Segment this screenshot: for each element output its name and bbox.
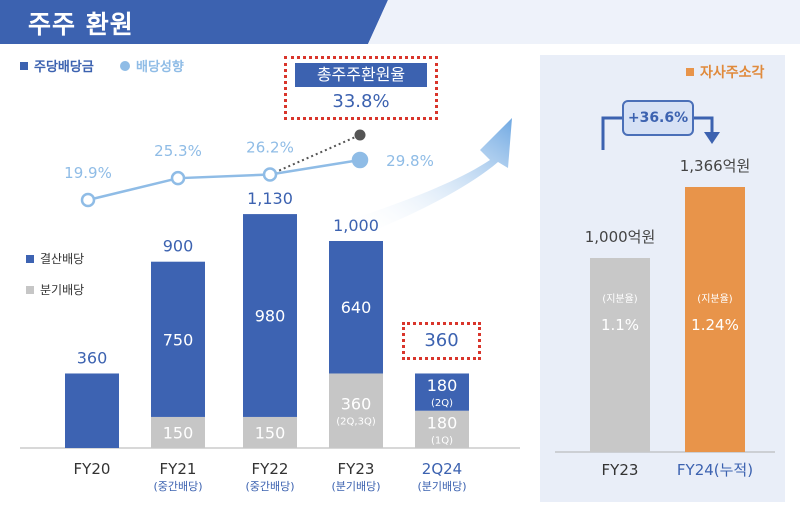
bar-label-final: 750	[163, 330, 194, 349]
bar-total-label: 1,000	[333, 216, 379, 235]
category-sublabel: (중간배당)	[245, 480, 294, 493]
bar-label-final: 180	[427, 376, 458, 395]
bar-label-final: 640	[341, 298, 372, 317]
buyback-bar-fy23	[590, 258, 650, 452]
bar-final-fy20	[65, 373, 119, 448]
buyback-bar-fy24	[685, 187, 745, 452]
callout-value: 33.8%	[332, 91, 390, 112]
legend-payout-label: 배당성향	[136, 60, 184, 75]
bar-final-fy23	[329, 241, 383, 374]
bar-quarterly-fy21	[151, 416, 205, 448]
category-label: FY23	[338, 460, 375, 478]
buyback-title-label: 자사주소각	[700, 65, 765, 81]
bar-final-fy21	[151, 261, 205, 417]
category-label: FY20	[74, 460, 111, 478]
highlight-total-2q24: 360	[402, 322, 481, 360]
legend-final: 결산배당	[26, 250, 84, 267]
bar-label-final: 980	[255, 307, 286, 326]
header-bar	[0, 0, 800, 44]
dividend-chart: 360 FY20 150 750 900 FY21 (중간배당) 150 980 1,130 FY2…	[20, 129, 520, 493]
buyback-ratio-label: 1.1%	[601, 316, 639, 334]
buyback-value-label: 1,366억원	[680, 157, 751, 175]
buyback-ratio-caption: (지분율)	[602, 293, 638, 305]
legend-square-icon	[26, 254, 34, 263]
bar-sublabel-final: (2Q)	[431, 398, 453, 409]
total-return-callout: 총주주환원율 33.8%	[284, 56, 438, 120]
bar-quarterly-fy23	[329, 373, 383, 448]
legend-quarterly: 분기배당	[26, 281, 84, 298]
total-return-dotted-line	[269, 134, 361, 176]
legend-dividend: 주당배당금	[20, 56, 94, 75]
bar-sublabel-quarterly: (2Q,3Q)	[336, 417, 376, 428]
bar-final-fy22	[243, 214, 297, 417]
legend-quarterly-label: 분기배당	[40, 283, 85, 297]
buyback-ratio-label: 1.24%	[691, 316, 739, 334]
page-title: 주주 환원	[28, 10, 134, 39]
category-sublabel: (중간배당)	[153, 480, 202, 493]
category-label: 2Q24	[422, 460, 462, 478]
growth-bracket-right	[694, 116, 714, 134]
payout-point	[80, 192, 96, 208]
legend-square-icon	[20, 61, 28, 70]
buyback-value-label: 1,000억원	[585, 228, 656, 246]
category-label: FY21	[160, 460, 197, 478]
payout-line	[87, 158, 361, 202]
callout-title: 총주주환원율	[295, 63, 427, 87]
legend-payout: 배당성향	[120, 56, 184, 75]
growth-bracket-left	[601, 116, 622, 150]
bar-quarterly-fy22	[243, 416, 297, 448]
payout-label: 29.8%	[386, 152, 434, 170]
bar-total-label: 360	[77, 348, 108, 367]
bar-label-quarterly: 150	[163, 423, 194, 442]
legend-square-icon	[686, 68, 694, 76]
legend-square-icon	[26, 285, 34, 294]
bar-label-quarterly: 180	[427, 413, 458, 432]
bar-label-quarterly: 150	[255, 423, 286, 442]
buyback-ratio-caption: (지분율)	[697, 293, 733, 305]
bar-final-2q24	[415, 373, 469, 411]
category-sublabel: (분기배당)	[417, 480, 466, 493]
growth-arrow-down-icon	[704, 132, 720, 144]
legend-dot-icon	[120, 60, 130, 71]
growth-arrow-icon	[355, 118, 512, 232]
bar-total-label: 1,130	[247, 189, 293, 208]
payout-label: 19.9%	[64, 164, 112, 182]
bar-label-quarterly: 360	[341, 395, 372, 414]
legend-dividend-label: 주당배당금	[34, 60, 94, 75]
buyback-title: 자사주소각	[686, 62, 764, 82]
bar-total-label: 900	[163, 237, 194, 256]
category-label: FY22	[252, 460, 289, 478]
legend-final-label: 결산배당	[40, 252, 85, 266]
category-sublabel: (분기배당)	[331, 480, 380, 493]
payout-label: 26.2%	[246, 139, 294, 157]
payout-point	[170, 170, 186, 186]
payout-point	[262, 167, 278, 182]
buyback-category-label: FY24(누적)	[677, 461, 753, 479]
total-return-point	[354, 129, 366, 141]
payout-label: 25.3%	[154, 142, 202, 160]
bar-quarterly-2q24	[415, 410, 469, 448]
buyback-category-label: FY23	[602, 461, 639, 479]
payout-point	[351, 151, 369, 169]
bar-sublabel-quarterly: (1Q)	[431, 435, 453, 446]
growth-badge: +36.6%	[622, 100, 694, 136]
